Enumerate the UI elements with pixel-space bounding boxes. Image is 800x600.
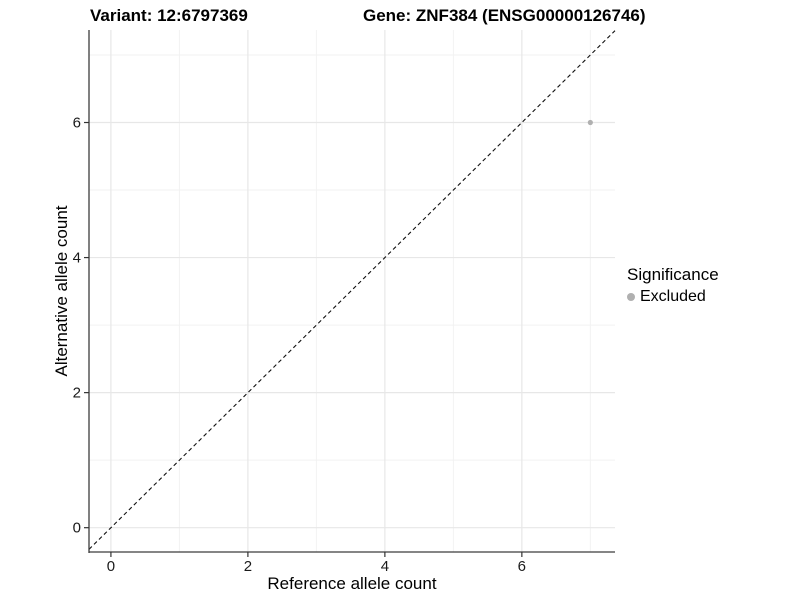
- variant-title: Variant: 12:6797369: [90, 6, 248, 25]
- x-tick-label: 0: [107, 558, 115, 575]
- legend-entry-excluded: Excluded: [627, 288, 719, 306]
- x-tick-label: 2: [244, 558, 252, 575]
- legend-entry-label: Excluded: [640, 288, 706, 305]
- x-axis-label: Reference allele count: [267, 574, 437, 593]
- x-tick-label: 6: [518, 558, 526, 575]
- gene-title: Gene: ZNF384 (ENSG00000126746): [363, 6, 646, 25]
- legend: Significance Excluded: [627, 265, 719, 306]
- y-tick-label: 0: [73, 520, 81, 537]
- identity-line: [88, 30, 616, 550]
- y-tick-label: 2: [73, 385, 81, 402]
- x-tick-label: 4: [381, 558, 389, 575]
- y-tick-label: 4: [73, 250, 81, 267]
- legend-title: Significance: [627, 265, 719, 284]
- y-axis-label: Alternative allele count: [52, 205, 71, 377]
- data-point-excluded: [587, 119, 593, 126]
- y-tick-label: 6: [73, 115, 81, 132]
- excluded-point-icon: [627, 293, 635, 301]
